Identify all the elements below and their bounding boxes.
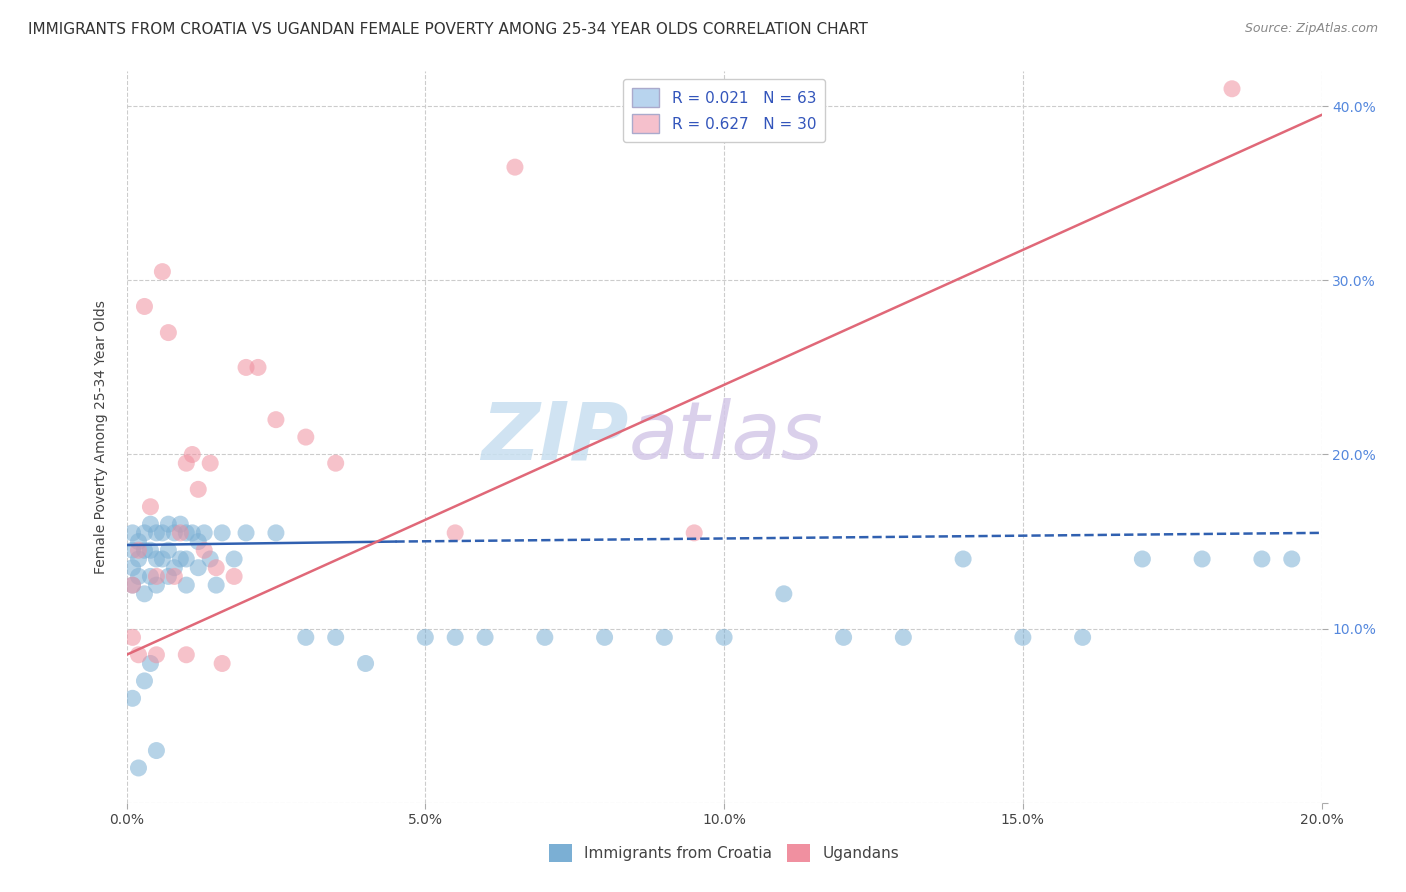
Point bbox=[127, 543, 149, 558]
Point bbox=[139, 500, 162, 514]
Point bbox=[193, 525, 215, 540]
Point bbox=[200, 456, 222, 470]
Point bbox=[157, 517, 180, 532]
Point bbox=[145, 569, 167, 583]
Point bbox=[264, 525, 287, 540]
Point bbox=[152, 265, 174, 279]
Point bbox=[187, 534, 209, 549]
Point bbox=[1191, 552, 1213, 566]
Point bbox=[169, 517, 191, 532]
Point bbox=[952, 552, 974, 566]
Point bbox=[145, 552, 167, 566]
Point bbox=[200, 552, 222, 566]
Point bbox=[832, 631, 855, 645]
Point bbox=[325, 456, 347, 470]
Point bbox=[134, 673, 156, 688]
Point bbox=[211, 525, 233, 540]
Point bbox=[121, 631, 143, 645]
Point bbox=[1251, 552, 1274, 566]
Y-axis label: Female Poverty Among 25-34 Year Olds: Female Poverty Among 25-34 Year Olds bbox=[94, 300, 108, 574]
Point bbox=[145, 578, 167, 592]
Legend: Immigrants from Croatia, Ugandans: Immigrants from Croatia, Ugandans bbox=[543, 838, 905, 868]
Point bbox=[444, 631, 467, 645]
Point bbox=[503, 160, 526, 174]
Point bbox=[163, 560, 186, 574]
Point bbox=[893, 631, 915, 645]
Point bbox=[534, 631, 557, 645]
Point bbox=[683, 525, 706, 540]
Point bbox=[211, 657, 233, 671]
Point bbox=[169, 552, 191, 566]
Point bbox=[163, 525, 186, 540]
Text: ZIP: ZIP bbox=[481, 398, 628, 476]
Point bbox=[444, 525, 467, 540]
Point bbox=[222, 569, 246, 583]
Point bbox=[205, 560, 228, 574]
Point bbox=[713, 631, 735, 645]
Point bbox=[134, 525, 156, 540]
Point bbox=[145, 648, 167, 662]
Point bbox=[415, 631, 437, 645]
Point bbox=[127, 552, 149, 566]
Point bbox=[139, 543, 162, 558]
Point bbox=[1011, 631, 1033, 645]
Point bbox=[193, 543, 215, 558]
Point bbox=[134, 300, 156, 314]
Point bbox=[127, 648, 149, 662]
Point bbox=[121, 560, 143, 574]
Point bbox=[181, 525, 204, 540]
Point bbox=[139, 569, 162, 583]
Point bbox=[1281, 552, 1303, 566]
Point bbox=[174, 456, 197, 470]
Point bbox=[773, 587, 796, 601]
Point bbox=[474, 631, 496, 645]
Point bbox=[139, 657, 162, 671]
Point bbox=[1071, 631, 1094, 645]
Point bbox=[593, 631, 616, 645]
Point bbox=[127, 761, 149, 775]
Point bbox=[121, 691, 143, 706]
Point bbox=[145, 525, 167, 540]
Text: atlas: atlas bbox=[628, 398, 824, 476]
Point bbox=[163, 569, 186, 583]
Point bbox=[187, 483, 209, 497]
Point bbox=[121, 543, 143, 558]
Point bbox=[121, 578, 143, 592]
Text: IMMIGRANTS FROM CROATIA VS UGANDAN FEMALE POVERTY AMONG 25-34 YEAR OLDS CORRELAT: IMMIGRANTS FROM CROATIA VS UGANDAN FEMAL… bbox=[28, 22, 868, 37]
Point bbox=[181, 448, 204, 462]
Point bbox=[157, 569, 180, 583]
Point bbox=[235, 525, 257, 540]
Point bbox=[294, 631, 316, 645]
Point bbox=[127, 534, 149, 549]
Point bbox=[247, 360, 270, 375]
Point bbox=[652, 631, 675, 645]
Point bbox=[264, 412, 287, 426]
Point bbox=[157, 326, 180, 340]
Point bbox=[235, 360, 257, 375]
Point bbox=[187, 560, 209, 574]
Point bbox=[134, 543, 156, 558]
Point bbox=[174, 578, 197, 592]
Point bbox=[174, 552, 197, 566]
Point bbox=[294, 430, 316, 444]
Point bbox=[157, 543, 180, 558]
Point bbox=[1130, 552, 1153, 566]
Point bbox=[127, 569, 149, 583]
Point bbox=[152, 552, 174, 566]
Point bbox=[174, 648, 197, 662]
Point bbox=[121, 578, 143, 592]
Point bbox=[139, 517, 162, 532]
Point bbox=[121, 525, 143, 540]
Point bbox=[325, 631, 347, 645]
Point bbox=[1220, 82, 1243, 96]
Text: Source: ZipAtlas.com: Source: ZipAtlas.com bbox=[1244, 22, 1378, 36]
Point bbox=[152, 525, 174, 540]
Point bbox=[169, 525, 191, 540]
Point bbox=[354, 657, 377, 671]
Point bbox=[174, 525, 197, 540]
Point bbox=[205, 578, 228, 592]
Point bbox=[222, 552, 246, 566]
Point bbox=[134, 587, 156, 601]
Point bbox=[145, 743, 167, 757]
